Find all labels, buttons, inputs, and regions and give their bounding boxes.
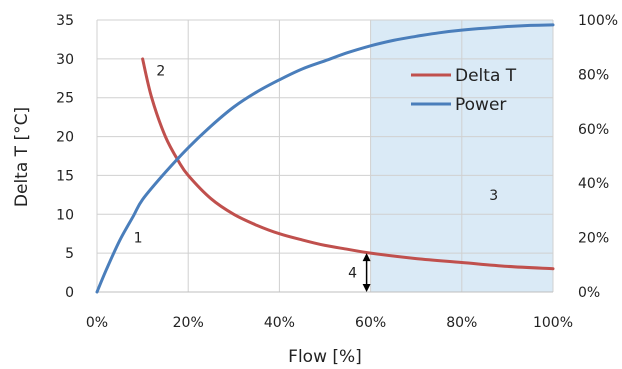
y2-tick-label: 40% xyxy=(578,176,609,192)
y-axis-title: Delta T [°C] xyxy=(12,107,32,207)
x-tick-label: 0% xyxy=(86,315,108,331)
x-axis-title: Flow [%] xyxy=(288,347,362,367)
x-tick-label: 100% xyxy=(533,315,573,331)
y2-tick-label: 60% xyxy=(578,122,609,138)
y2-tick-label: 20% xyxy=(578,231,609,247)
y-tick-label: 5 xyxy=(65,246,74,262)
arrow-label: 4 xyxy=(348,266,357,282)
x-tick-label: 20% xyxy=(173,315,204,331)
arrow-layer: 4 xyxy=(348,253,371,292)
tick-labels: 0% 20% 40% 60% 80% 100% 0 5 10 15 20 25 30 35 0% 20% 40%… xyxy=(56,13,618,331)
x-tick-label: 60% xyxy=(355,315,386,331)
arrow-head-up xyxy=(362,253,371,262)
annotation-label: 1 xyxy=(134,231,143,247)
y2-tick-label: 0% xyxy=(578,285,600,301)
y-tick-label: 25 xyxy=(56,91,74,107)
y-tick-label: 20 xyxy=(56,130,74,146)
annotations: 1 2 3 xyxy=(134,64,499,247)
y2-tick-label: 80% xyxy=(578,67,609,83)
x-tick-label: 80% xyxy=(446,315,477,331)
series-line-power xyxy=(95,23,555,294)
x-tick-label: 40% xyxy=(264,315,295,331)
y-tick-label: 30 xyxy=(56,52,74,68)
grid xyxy=(96,19,554,293)
y-tick-label: 0 xyxy=(65,285,74,301)
annotation-label: 3 xyxy=(489,188,498,204)
y-tick-label: 10 xyxy=(56,207,74,223)
legend-label-power: Power xyxy=(455,95,506,115)
y-tick-label: 35 xyxy=(56,13,74,29)
y-tick-label: 15 xyxy=(56,168,74,184)
annotation-label: 2 xyxy=(156,64,165,80)
legend-label-delta-t: Delta T xyxy=(455,66,517,86)
arrow-head-down xyxy=(362,284,371,292)
legend: Delta T Power xyxy=(411,66,517,115)
series-layer xyxy=(95,23,555,294)
series-line-delta-t xyxy=(141,57,555,271)
y2-tick-label: 100% xyxy=(578,13,618,29)
